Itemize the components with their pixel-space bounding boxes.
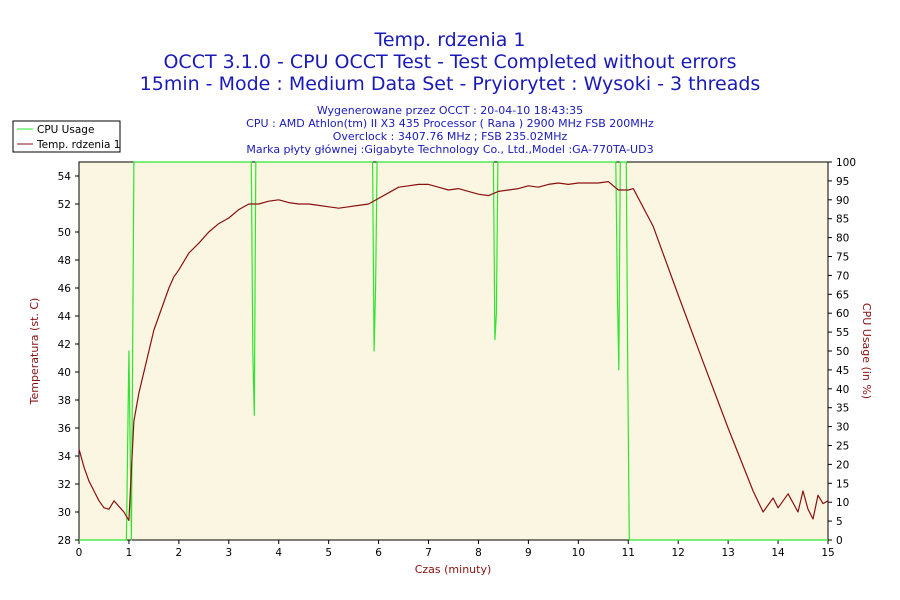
y-right-tick-label: 65: [836, 289, 849, 301]
y-right-tick-label: 70: [836, 270, 849, 282]
y-right-tick-label: 10: [836, 497, 849, 509]
y-right-tick-label: 35: [836, 403, 849, 415]
y-right-tick-label: 95: [836, 176, 849, 188]
y-right-tick-label: 75: [836, 252, 849, 264]
y-right-tick-label: 80: [836, 233, 849, 245]
series-line-cpu-usage: [79, 161, 828, 541]
y-left-tick-label: 30: [58, 507, 71, 519]
y-left-tick-label: 40: [58, 367, 71, 379]
x-tick-label: 0: [76, 547, 83, 559]
y-right-tick-label: 25: [836, 441, 849, 453]
x-tick-label: 5: [325, 547, 332, 559]
chart-title: Temp. rdzenia 1: [373, 29, 525, 51]
y-left-tick-label: 34: [58, 451, 72, 463]
x-tick-label: 14: [771, 547, 785, 559]
legend-entry-temp: Temp. rdzenia 1: [36, 139, 120, 151]
x-tick-label: 2: [176, 547, 183, 559]
y-right-tick-label: 0: [836, 535, 843, 547]
y-right-tick-label: 15: [836, 478, 849, 490]
legend-box: [12, 120, 121, 153]
x-tick-label: 9: [525, 547, 532, 559]
y-axis-right-label: CPU Usage (in %): [860, 303, 873, 399]
x-tick-label: 10: [572, 547, 585, 559]
legend-entry-cpu: CPU Usage: [37, 124, 94, 136]
legend: CPU Usage Temp. rdzenia 1: [12, 120, 121, 153]
y-right-tick-label: 55: [836, 327, 849, 339]
x-tick-label: 13: [721, 547, 734, 559]
y-right-tick-label: 40: [836, 384, 849, 396]
y-left-tick-label: 28: [58, 535, 71, 547]
y-right-tick-label: 5: [836, 516, 843, 528]
y-left-tick-label: 50: [58, 227, 71, 239]
y-left-tick-label: 32: [58, 479, 71, 491]
info-cpu: CPU : AMD Athlon(tm) II X3 435 Processor…: [246, 117, 654, 130]
x-tick-label: 15: [821, 547, 834, 559]
chart-subtitle-test: OCCT 3.1.0 - CPU OCCT Test - Test Comple…: [163, 51, 736, 73]
y-right-tick-label: 30: [836, 422, 849, 434]
x-tick-label: 11: [622, 547, 635, 559]
info-generated: Wygenerowane przez OCCT : 20-04-10 18:43…: [317, 104, 583, 117]
y-left-tick-label: 36: [58, 423, 72, 435]
y-right-tick-label: 60: [836, 308, 849, 320]
y-right-tick-label: 85: [836, 214, 849, 226]
y-axis-left-label: Temperatura (st. C): [28, 298, 41, 406]
y-right-tick-label: 90: [836, 195, 849, 207]
y-right-tick-label: 100: [836, 157, 856, 169]
y-left-tick-label: 48: [58, 255, 71, 267]
series: [78, 161, 829, 541]
y-right-tick-label: 20: [836, 459, 849, 471]
info-overclock: Overclock : 3407.76 MHz ; FSB 235.02MHz: [333, 130, 568, 143]
series-line-temp-core1: [78, 181, 829, 522]
y-left-tick-label: 46: [58, 283, 72, 295]
y-right-tick-label: 50: [836, 346, 849, 358]
x-tick-label: 4: [275, 547, 282, 559]
y-left-tick-label: 42: [58, 339, 71, 351]
x-tick-label: 12: [672, 547, 685, 559]
info-motherboard: Marka płyty głównej :Gigabyte Technology…: [246, 143, 653, 156]
y-left-tick-label: 44: [58, 311, 72, 323]
x-tick-label: 6: [375, 547, 382, 559]
ticks: 0 1 2 3 4 5 6 7 8 9 10 11 12 13 14 15283032343638404244…: [58, 157, 856, 559]
y-right-tick-label: 45: [836, 365, 849, 377]
y-left-tick-label: 38: [58, 395, 71, 407]
chart-subtitle-mode: 15min - Mode : Medium Data Set - Pryiory…: [140, 73, 761, 95]
x-tick-label: 7: [425, 547, 432, 559]
plot-area: [78, 161, 829, 541]
y-left-tick-label: 52: [58, 199, 71, 211]
x-tick-label: 3: [225, 547, 232, 559]
x-tick-label: 1: [126, 547, 133, 559]
y-left-tick-label: 54: [58, 171, 72, 183]
x-tick-label: 8: [475, 547, 482, 559]
x-axis-label: Czas (minuty): [415, 563, 492, 576]
